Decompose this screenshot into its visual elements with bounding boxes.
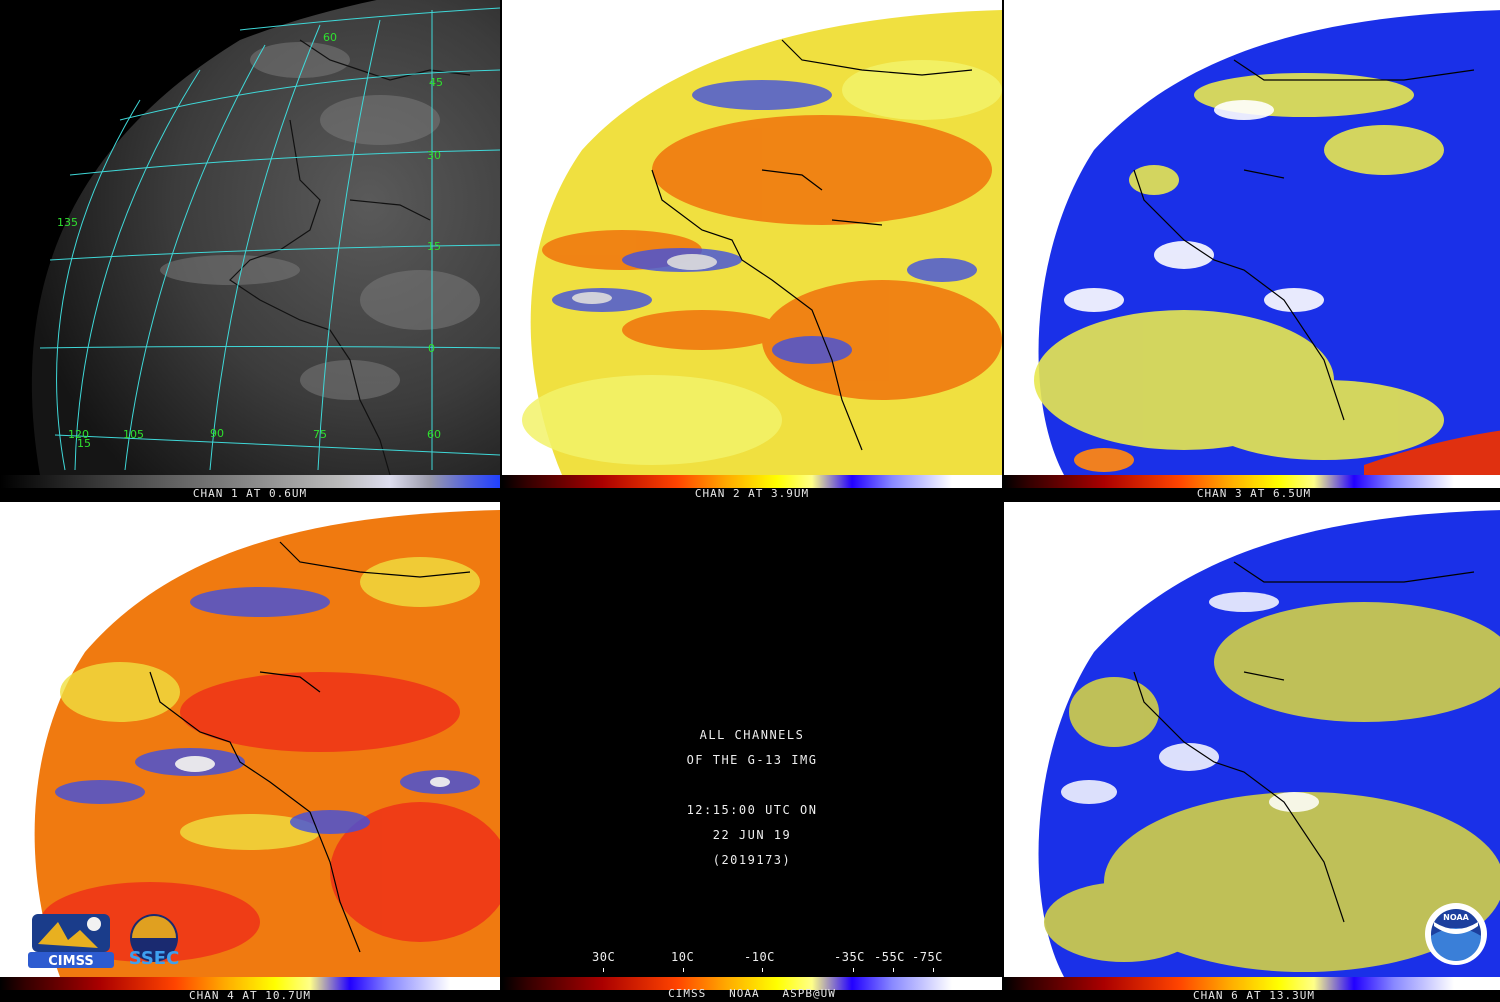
chan2-image (502, 0, 1002, 475)
svg-text:NOAA: NOAA (1443, 913, 1469, 922)
info-julian-date: (2019173) (712, 853, 792, 867)
cimss-logo: CIMSS (28, 910, 114, 970)
scale-label-10c: 10C (671, 950, 695, 964)
chan4-image (0, 502, 500, 977)
chan3-image (1004, 0, 1500, 475)
chan1-caption: CHAN 1 AT 0.6UM (192, 487, 308, 500)
svg-text:15: 15 (427, 240, 441, 253)
chan1-image: 60 45 30 15 0 15 135 120 105 90 75 60 (0, 0, 500, 475)
svg-text:0: 0 (428, 342, 435, 355)
scale-tick (853, 968, 854, 972)
svg-text:30: 30 (427, 149, 441, 162)
svg-text:60: 60 (323, 31, 337, 44)
center-footer: CIMSS NOAA ASPB@UW (668, 987, 836, 1000)
svg-text:90: 90 (210, 427, 224, 440)
panel-chan4: CIMSS SSEC CHAN 4 AT 10.7UM (0, 502, 500, 1002)
panel-chan2: CHAN 2 AT 3.9UM (502, 0, 1002, 500)
panel-chan1: 60 45 30 15 0 15 135 120 105 90 75 60 CH… (0, 0, 500, 500)
info-line-1: ALL CHANNELS (699, 728, 805, 742)
svg-text:15: 15 (77, 437, 91, 450)
scale-tick (893, 968, 894, 972)
scale-label-30c: 30C (592, 950, 616, 964)
info-date: 22 JUN 19 (712, 828, 792, 842)
noaa-logo: NOAA (1424, 902, 1488, 966)
panel-chan3: CHAN 3 AT 6.5UM (1004, 0, 1500, 500)
scale-label-minus75c: -75C (912, 950, 943, 964)
chan6-image (1004, 502, 1500, 977)
svg-text:120: 120 (68, 428, 89, 441)
scale-label-minus55c: -55C (874, 950, 905, 964)
chan3-color-bar (1004, 475, 1500, 488)
scale-tick (933, 968, 934, 972)
svg-text:CIMSS: CIMSS (48, 954, 93, 969)
svg-text:SSEC: SSEC (129, 948, 180, 969)
chan6-color-bar (1004, 977, 1500, 990)
chan2-caption: CHAN 2 AT 3.9UM (694, 487, 810, 500)
chan3-caption: CHAN 3 AT 6.5UM (1196, 487, 1312, 500)
svg-text:45: 45 (429, 76, 443, 89)
svg-text:135: 135 (57, 216, 78, 229)
scale-tick (683, 968, 684, 972)
scale-tick (762, 968, 763, 972)
panel-chan6: NOAA CHAN 6 AT 13.3UM (1004, 502, 1500, 1002)
chan2-color-bar (502, 475, 1002, 488)
scale-tick (603, 968, 604, 972)
panel-info: ALL CHANNELS OF THE G-13 IMG 12:15:00 UT… (502, 502, 1002, 1002)
svg-text:60: 60 (427, 428, 441, 441)
scale-label-minus35c: -35C (834, 950, 865, 964)
chan6-caption: CHAN 6 AT 13.3UM (1193, 989, 1315, 1002)
chan4-color-bar (0, 977, 500, 990)
svg-text:75: 75 (313, 428, 327, 441)
scale-label-minus10c: -10C (744, 950, 775, 964)
info-time: 12:15:00 UTC ON (686, 803, 818, 817)
info-line-2: OF THE G-13 IMG (686, 753, 818, 767)
svg-text:105: 105 (123, 428, 144, 441)
chan1-color-bar (0, 475, 500, 488)
ssec-logo: SSEC (118, 912, 190, 970)
chan4-caption: CHAN 4 AT 10.7UM (189, 989, 311, 1002)
center-color-bar (502, 977, 1002, 990)
